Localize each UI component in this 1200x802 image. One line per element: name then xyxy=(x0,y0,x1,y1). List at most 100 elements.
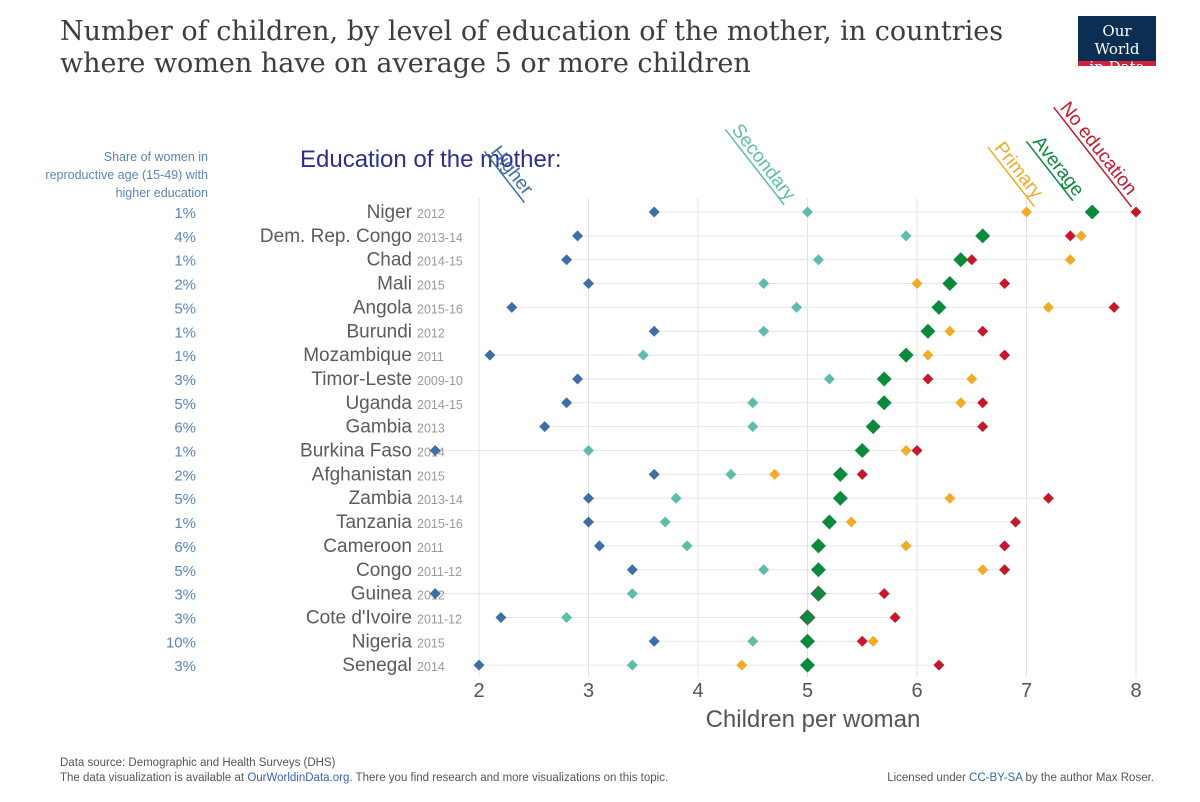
higher-marker xyxy=(583,492,594,504)
legend-underline-average xyxy=(1025,140,1074,202)
secondary-marker xyxy=(583,445,594,456)
share-higher-education: 1% xyxy=(174,348,196,365)
higher-marker xyxy=(484,349,496,361)
no-education-marker xyxy=(878,588,890,600)
higher-marker xyxy=(495,611,507,623)
primary-marker xyxy=(769,468,781,480)
share-higher-education: 5% xyxy=(174,396,196,413)
secondary-marker xyxy=(626,659,638,671)
average-marker xyxy=(975,228,991,244)
no-education-marker xyxy=(999,564,1011,576)
primary-marker xyxy=(911,278,923,290)
share-higher-education: 1% xyxy=(174,253,196,270)
x-tick-label-3: 3 xyxy=(583,680,594,702)
share-higher-education: 3% xyxy=(174,372,196,389)
share-higher-education: 3% xyxy=(174,587,196,604)
higher-marker xyxy=(583,278,594,290)
average-marker xyxy=(832,490,848,506)
legend-underline-higher xyxy=(483,150,526,204)
country-label-afghanistan: Afghanistan xyxy=(312,464,412,485)
average-marker xyxy=(1084,204,1100,220)
survey-year-label: 2011 xyxy=(417,541,444,555)
share-higher-education: 6% xyxy=(174,539,196,556)
legend-label-secondary: Secondary xyxy=(727,120,800,205)
primary-marker xyxy=(900,445,912,456)
primary-marker xyxy=(922,349,934,361)
license-prefix: Licensed under xyxy=(887,772,970,784)
primary-marker xyxy=(944,492,956,504)
average-marker xyxy=(821,514,837,530)
secondary-marker xyxy=(812,254,824,266)
no-education-marker xyxy=(1064,230,1076,242)
country-label-angola: Angola xyxy=(353,297,413,318)
higher-marker xyxy=(506,301,518,313)
primary-marker xyxy=(977,564,989,576)
share-higher-education: 4% xyxy=(174,229,196,246)
higher-marker xyxy=(561,254,573,266)
average-marker xyxy=(810,585,827,602)
country-label-mali: Mali xyxy=(377,274,412,295)
x-tick-label-4: 4 xyxy=(692,680,703,702)
higher-marker xyxy=(648,635,660,647)
no-education-marker xyxy=(911,445,923,456)
no-education-marker xyxy=(977,397,989,409)
owid-link[interactable]: OurWorldinData.org xyxy=(247,772,350,784)
no-education-marker xyxy=(856,468,868,480)
share-higher-education: 2% xyxy=(174,277,196,294)
secondary-marker xyxy=(681,540,693,552)
survey-year-label: 2012 xyxy=(417,207,445,221)
x-tick-label-6: 6 xyxy=(911,680,922,702)
secondary-marker xyxy=(670,492,682,504)
primary-marker xyxy=(1042,301,1054,313)
average-marker xyxy=(865,419,881,435)
share-higher-education: 5% xyxy=(174,491,196,508)
secondary-marker xyxy=(758,564,770,576)
average-marker xyxy=(920,323,936,339)
secondary-marker xyxy=(725,468,737,480)
x-tick-label-5: 5 xyxy=(802,680,813,702)
license-link[interactable]: CC-BY-SA xyxy=(969,772,1023,784)
no-education-marker xyxy=(933,659,945,671)
survey-year-label: 2014-15 xyxy=(417,255,463,269)
share-higher-education: 3% xyxy=(174,610,196,627)
our-world-in-data-logo[interactable]: Our World in Data xyxy=(1078,16,1156,76)
primary-marker xyxy=(867,635,879,647)
footer-note: The data visualization is available at O… xyxy=(60,772,668,784)
footer-note-suffix: . There you find research and more visua… xyxy=(349,772,669,784)
footer-source: Data source: Demographic and Health Surv… xyxy=(60,757,336,769)
average-marker xyxy=(832,466,848,482)
country-label-timor-leste: Timor-Leste xyxy=(311,369,412,390)
average-marker xyxy=(799,609,816,626)
average-marker xyxy=(931,299,947,315)
survey-year-label: 2013-14 xyxy=(417,493,463,507)
primary-marker xyxy=(955,397,967,409)
country-label-nigeria: Nigeria xyxy=(352,631,413,652)
legend-underline-primary xyxy=(987,146,1036,208)
secondary-marker xyxy=(791,301,803,313)
secondary-marker xyxy=(758,325,770,337)
country-label-senegal: Senegal xyxy=(342,655,412,676)
survey-year-label: 2014 xyxy=(417,660,445,674)
survey-year-label: 2014 xyxy=(417,446,445,460)
share-higher-education: 5% xyxy=(174,300,196,317)
share-higher-education: 10% xyxy=(166,634,196,651)
secondary-marker xyxy=(747,397,759,409)
country-label-niger: Niger xyxy=(367,202,413,223)
legend-label-higher: Higher xyxy=(486,142,537,200)
legend-higher: Higher xyxy=(483,142,537,204)
higher-marker xyxy=(572,373,584,385)
average-marker xyxy=(953,252,969,268)
footer-license: Licensed under CC-BY-SA by the author Ma… xyxy=(887,772,1154,784)
x-tick-label-7: 7 xyxy=(1021,680,1032,702)
primary-marker xyxy=(966,373,978,385)
higher-marker xyxy=(626,564,638,576)
no-education-marker xyxy=(889,611,901,623)
share-higher-education: 2% xyxy=(174,467,196,484)
primary-marker xyxy=(1064,254,1076,266)
no-education-marker xyxy=(1130,206,1142,218)
logo-line-1: Our World xyxy=(1094,22,1140,58)
legend-secondary: Secondary xyxy=(724,120,800,206)
country-label-dem-rep-congo: Dem. Rep. Congo xyxy=(260,226,412,247)
survey-year-label: 2009-10 xyxy=(417,374,463,388)
